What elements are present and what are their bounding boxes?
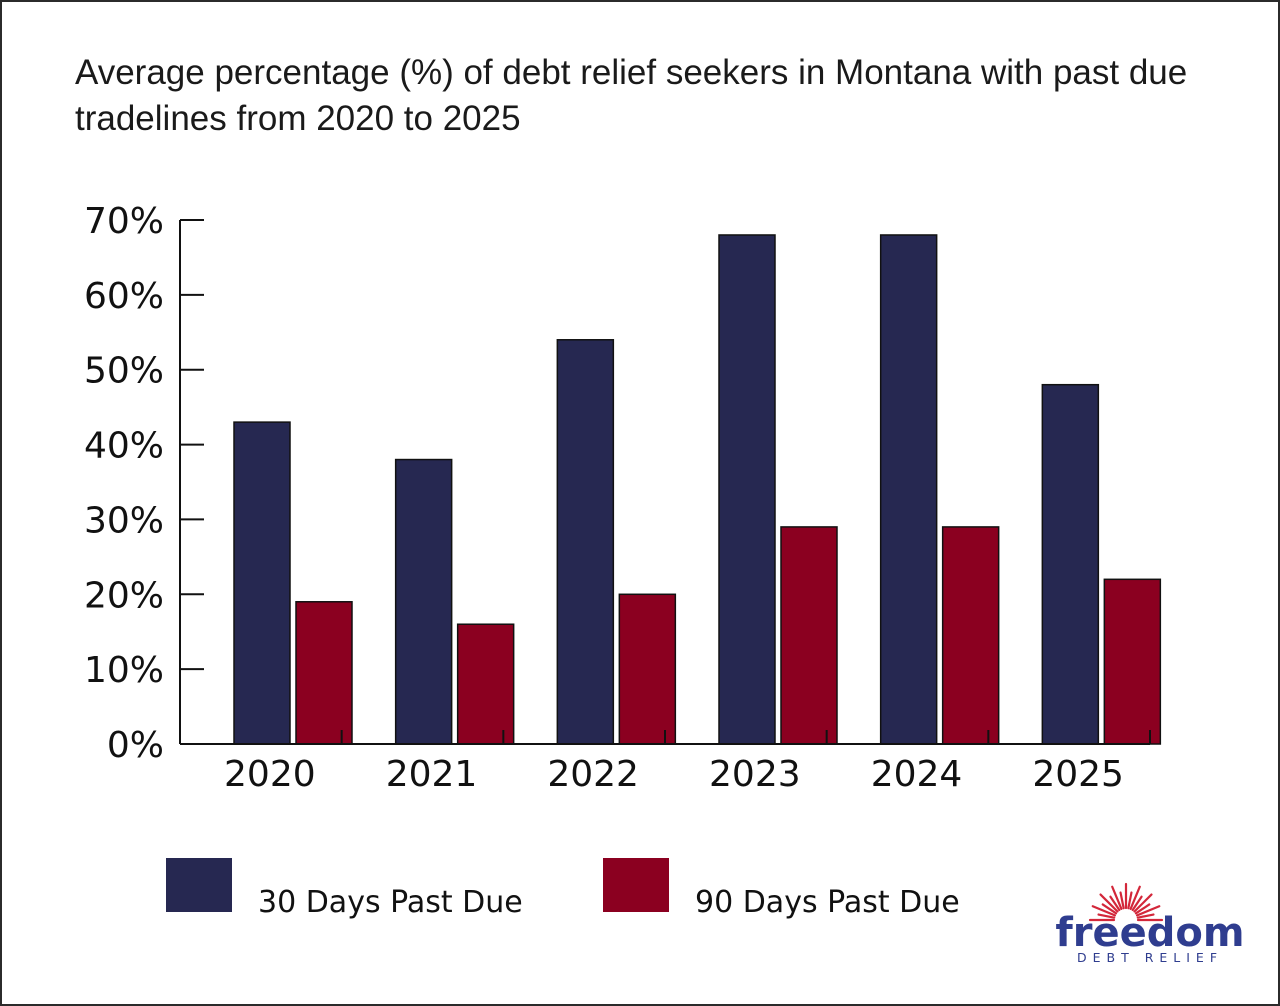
sun-ray [1133, 893, 1153, 913]
sun-ray [1091, 905, 1117, 917]
bar-90-days-2023 [780, 526, 838, 745]
y-tick-label: 40% [84, 426, 164, 467]
y-axis: 0% 10% 20% 30% 40% 50% 60% 70% [84, 201, 204, 766]
bar-30-days-2021 [394, 458, 453, 745]
legend-swatch [603, 858, 669, 912]
axes [179, 220, 1151, 745]
x-tick-label: 2024 [871, 754, 963, 795]
x-tick-label: 2025 [1032, 754, 1124, 795]
logo-wordmark: freedom [1055, 910, 1244, 956]
y-tick-label: 70% [84, 201, 164, 242]
bar-30-days-2020 [233, 421, 291, 745]
sun-ray [1119, 891, 1125, 910]
freedom-logo: freedom DEBT RELIEF [1055, 882, 1245, 965]
y-tick-label: 60% [84, 276, 164, 317]
x-tick-label: 2020 [224, 754, 316, 795]
y-tick-label: 30% [84, 500, 164, 541]
sun-ray [1099, 893, 1119, 913]
bar-90-days-2021 [456, 623, 515, 745]
legend-label: 90 Days Past Due [695, 885, 960, 920]
sun-ray [1134, 903, 1151, 915]
sun-ray [1109, 895, 1121, 912]
legend-label: 30 Days Past Due [258, 885, 523, 920]
chart-title: Average percentage (%) of debt relief se… [75, 53, 1188, 138]
bar-90-days-2025 [1103, 578, 1162, 745]
x-tick-label: 2021 [386, 754, 478, 795]
bar-90-days-2020 [295, 601, 353, 745]
bar-30-days-2025 [1041, 383, 1100, 745]
sun-rays-icon [1088, 882, 1164, 922]
y-tick-label: 50% [84, 351, 164, 392]
x-tick-label: 2022 [547, 754, 639, 795]
sun-ray [1101, 903, 1118, 915]
bar-series [233, 234, 1162, 745]
legend-swatch [166, 858, 232, 912]
bar-30-days-2023 [718, 234, 776, 745]
bar-30-days-2024 [879, 234, 938, 745]
sun-ray [1111, 885, 1123, 911]
sun-ray [1127, 891, 1133, 910]
bar-90-days-2024 [941, 526, 1000, 745]
sun-ray [1129, 885, 1141, 911]
sun-ray [1131, 895, 1143, 912]
bar-30-days-2022 [556, 339, 615, 745]
sun-ray [1136, 913, 1155, 919]
y-tick-label: 20% [84, 575, 164, 616]
y-tick-label: 10% [84, 650, 164, 691]
legend: 30 Days Past Due 90 Days Past Due [166, 858, 960, 920]
logo-subtitle: DEBT RELIEF [1077, 950, 1223, 965]
y-tick-label: 0% [107, 725, 164, 766]
sun-ray [1097, 913, 1116, 919]
bar-90-days-2022 [618, 593, 677, 745]
x-axis-labels: 2020 2021 2022 2023 2024 2025 [224, 754, 1124, 795]
sun-ray [1135, 905, 1161, 917]
x-tick-label: 2023 [709, 754, 801, 795]
